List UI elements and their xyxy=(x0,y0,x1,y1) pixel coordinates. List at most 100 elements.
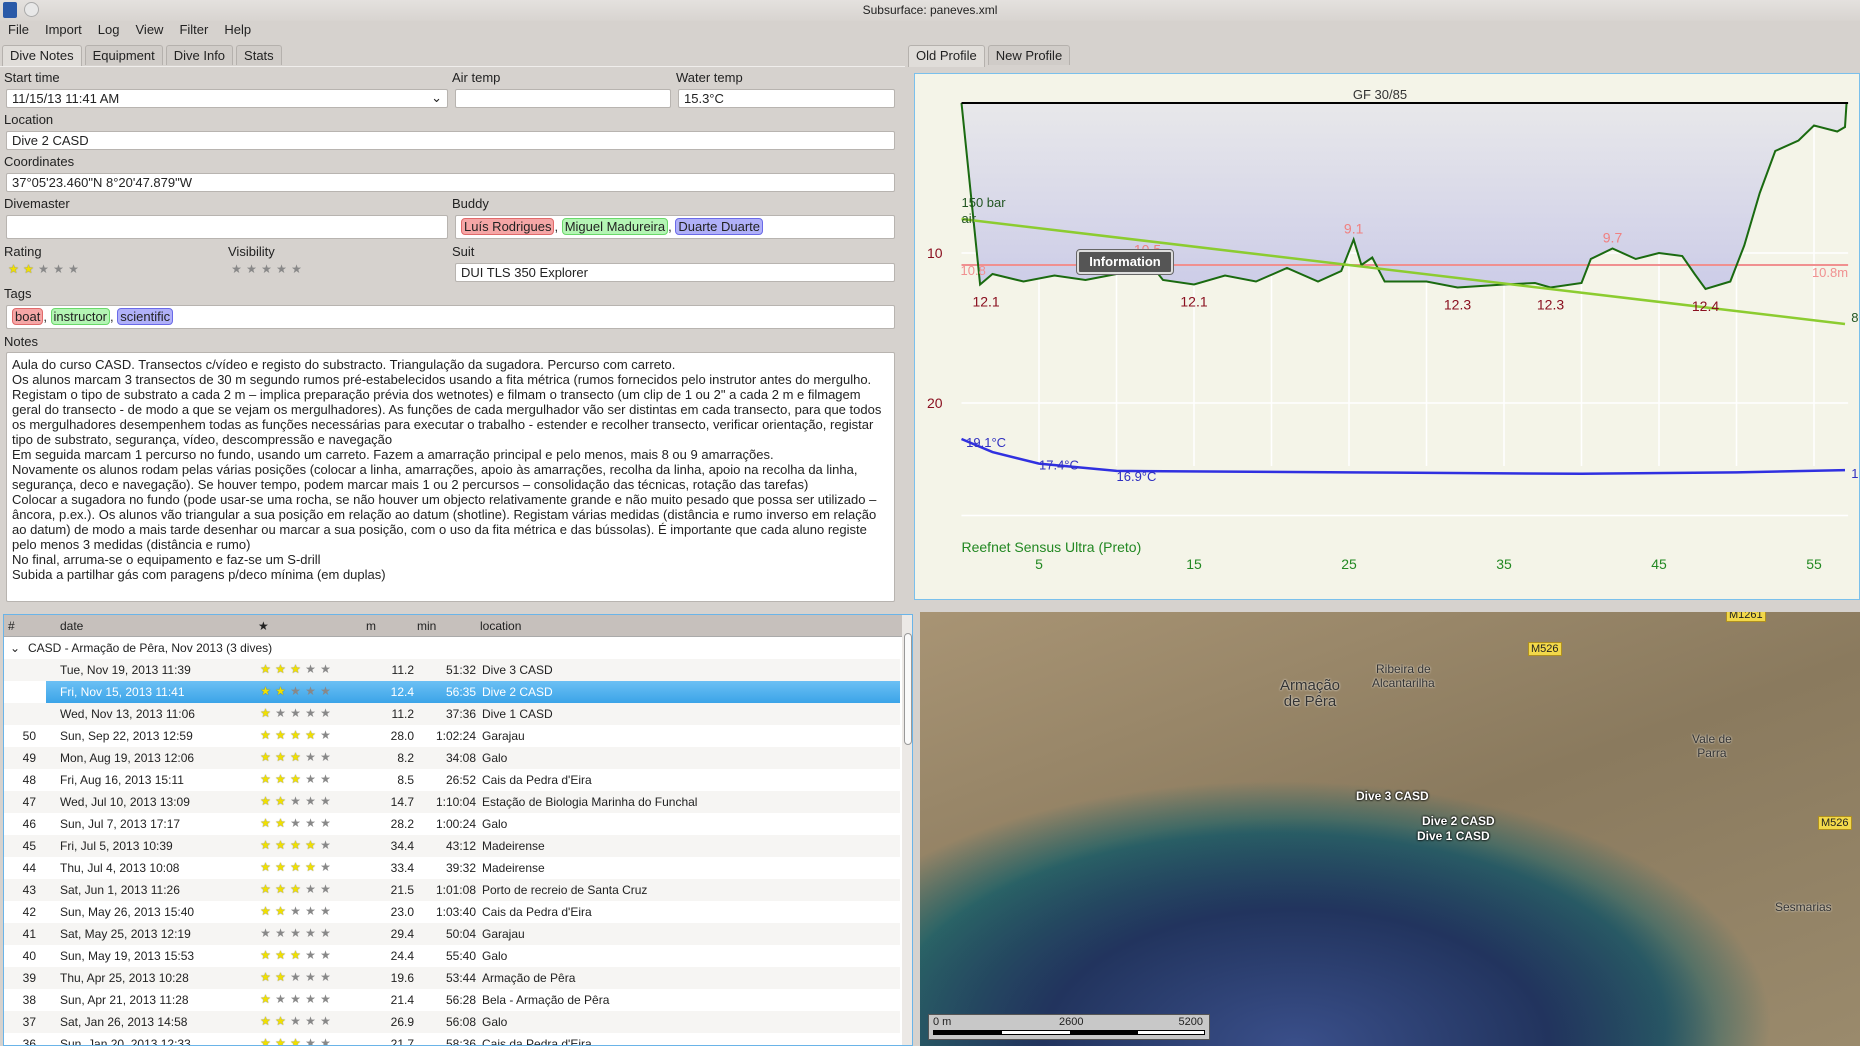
rating-stars[interactable]: ★ ★ ★ ★ ★ xyxy=(258,1014,333,1029)
trip-row[interactable]: ⌄ CASD - Armação de Pêra, Nov 2013 (3 di… xyxy=(4,637,900,659)
tab-dive-info[interactable]: Dive Info xyxy=(165,45,234,65)
dive-row[interactable]: 47 Wed, Jul 10, 2013 13:09 14.7 1:10:04 Esta… xyxy=(4,791,900,813)
visibility-stars[interactable]: ★ ★ ★ ★ ★ xyxy=(229,262,304,277)
water-temp-field[interactable]: 15.3°C xyxy=(678,89,895,108)
star-icon: ★ xyxy=(275,1014,286,1028)
dive-row[interactable]: Tue, Nov 19, 2013 11:39 11.2 51:32 Dive 3 C… xyxy=(4,659,900,681)
star-icon[interactable]: ★ xyxy=(261,262,272,276)
rating-stars[interactable]: ★ ★ ★ ★ ★ xyxy=(258,728,333,743)
coordinates-label: Coordinates xyxy=(4,154,75,169)
menu-log[interactable]: Log xyxy=(97,22,120,37)
dive-row[interactable]: 39 Thu, Apr 25, 2013 10:28 19.6 53:44 Armaçã… xyxy=(4,967,900,989)
rating-stars[interactable]: ★ ★ ★ ★ ★ xyxy=(258,772,333,787)
dive-row[interactable]: 49 Mon, Aug 19, 2013 12:06 8.2 34:08 Galo ★ ★ ★… xyxy=(4,747,900,769)
tab-equipment[interactable]: Equipment xyxy=(84,45,163,65)
star-icon[interactable]: ★ xyxy=(53,262,64,276)
rating-stars[interactable]: ★ ★ ★ ★ ★ xyxy=(258,706,333,721)
depth-area xyxy=(961,103,1847,289)
scrollbar-thumb[interactable] xyxy=(904,633,912,745)
air-temp-field[interactable] xyxy=(455,89,671,108)
rating-stars[interactable]: ★ ★ ★ ★ ★ xyxy=(258,794,333,809)
menu-help[interactable]: Help xyxy=(224,22,252,37)
dive-row[interactable]: 43 Sat, Jun 1, 2013 11:26 21.5 1:01:08 Porto… xyxy=(4,879,900,901)
rating-stars[interactable]: ★ ★ ★ ★ ★ xyxy=(258,904,333,919)
rating-stars[interactable]: ★ ★ ★ ★ ★ xyxy=(258,838,333,853)
dive-row[interactable]: Wed, Nov 13, 2013 11:06 11.2 37:36 Dive 1 C… xyxy=(4,703,900,725)
coordinates-field[interactable]: 37°05'23.460"N 8°20'47.879"W xyxy=(6,173,895,192)
column-date[interactable]: date xyxy=(60,619,84,633)
rating-stars[interactable]: ★ ★ ★ ★ ★ xyxy=(258,948,333,963)
star-icon[interactable]: ★ xyxy=(231,262,242,276)
star-icon[interactable]: ★ xyxy=(276,262,287,276)
dive-row[interactable]: 41 Sat, May 25, 2013 12:19 29.4 50:04 Garaja… xyxy=(4,923,900,945)
chevron-down-icon[interactable]: ⌄ xyxy=(431,90,442,105)
dive-duration: 43:12 xyxy=(445,839,476,853)
dive-row[interactable]: 42 Sun, May 26, 2013 15:40 23.0 1:03:40 Cais… xyxy=(4,901,900,923)
divemaster-field[interactable] xyxy=(6,215,448,239)
rating-stars[interactable]: ★ ★ ★ ★ ★ xyxy=(6,262,81,277)
menu-import[interactable]: Import xyxy=(44,22,82,37)
tab-stats[interactable]: Stats xyxy=(236,45,282,65)
star-icon: ★ xyxy=(275,860,286,874)
rating-stars[interactable]: ★ ★ ★ ★ ★ xyxy=(258,926,333,941)
buddy-field[interactable]: Luís Rodrigues, Miguel Madureira, Duarte… xyxy=(455,215,895,239)
column-duration[interactable]: min xyxy=(417,619,437,633)
star-icon[interactable]: ★ xyxy=(246,262,257,276)
dive-row[interactable]: 50 Sun, Sep 22, 2013 12:59 28.0 1:02:24 Gara… xyxy=(4,725,900,747)
dive-row[interactable]: 46 Sun, Jul 7, 2013 17:17 28.2 1:00:24 Galo ★… xyxy=(4,813,900,835)
notes-textarea[interactable]: Aula do curso CASD. Transectos c/vídeo e… xyxy=(6,352,895,602)
star-icon: ★ xyxy=(260,816,271,830)
column-location[interactable]: location xyxy=(480,619,522,633)
tab-old-profile[interactable]: Old Profile xyxy=(908,45,985,67)
dive-row[interactable]: 38 Sun, Apr 21, 2013 11:28 21.4 56:28 Bela -… xyxy=(4,989,900,1011)
rating-stars[interactable]: ★ ★ ★ ★ ★ xyxy=(258,882,333,897)
divider xyxy=(0,66,905,67)
dive-date: Thu, Apr 25, 2013 10:28 xyxy=(60,971,189,985)
dive-row[interactable]: 45 Fri, Jul 5, 2013 10:39 34.4 43:12 Madeire… xyxy=(4,835,900,857)
menu-filter[interactable]: Filter xyxy=(179,22,209,37)
location-field[interactable]: Dive 2 CASD xyxy=(6,131,895,150)
vertical-scrollbar[interactable] xyxy=(902,615,912,1045)
star-icon[interactable]: ★ xyxy=(8,262,19,276)
dive-row[interactable]: 40 Sun, May 19, 2013 15:53 24.4 55:40 Galo ★ ★… xyxy=(4,945,900,967)
star-icon[interactable]: ★ xyxy=(38,262,49,276)
star-icon[interactable]: ★ xyxy=(291,262,302,276)
window-menu-button[interactable] xyxy=(24,2,39,17)
rating-stars[interactable]: ★ ★ ★ ★ ★ xyxy=(258,860,333,875)
suit-field[interactable]: DUI TLS 350 Explorer xyxy=(455,263,895,282)
column-number[interactable]: # xyxy=(8,619,15,633)
dive-row[interactable]: 36 Sun, Jan 20, 2013 12:33 21.7 58:36 Cais d… xyxy=(4,1033,900,1045)
information-button[interactable]: Information xyxy=(1076,249,1174,275)
rating-stars[interactable]: ★ ★ ★ ★ ★ xyxy=(258,662,333,677)
column-rating[interactable]: ★ xyxy=(258,619,269,633)
ceiling-label: 10.8 xyxy=(961,263,986,278)
dive-site-label[interactable]: Dive 3 CASD xyxy=(1356,789,1429,803)
star-icon[interactable]: ★ xyxy=(68,262,79,276)
rating-stars[interactable]: ★ ★ ★ ★ ★ xyxy=(258,992,333,1007)
tab-new-profile[interactable]: New Profile xyxy=(987,45,1071,65)
dive-site-label[interactable]: Dive 2 CASD xyxy=(1422,814,1495,828)
menu-view[interactable]: View xyxy=(135,22,164,37)
map[interactable]: Armação de Pêra Ribeira de Alcantarilha … xyxy=(920,612,1860,1046)
star-icon: ★ xyxy=(320,794,331,808)
rating-stars[interactable]: ★ ★ ★ ★ ★ xyxy=(258,750,333,765)
menu-file[interactable]: File xyxy=(8,22,29,37)
tags-field[interactable]: boat, instructor, scientific xyxy=(6,305,895,329)
dive-row[interactable]: 48 Fri, Aug 16, 2013 15:11 8.5 26:52 Cais da… xyxy=(4,769,900,791)
start-time-field[interactable]: 11/15/13 11:41 AM ⌄ xyxy=(6,89,448,108)
dive-row[interactable]: 44 Thu, Jul 4, 2013 10:08 33.4 39:32 Madeire… xyxy=(4,857,900,879)
rating-stars[interactable]: ★ ★ ★ ★ ★ xyxy=(258,970,333,985)
star-icon: ★ xyxy=(275,992,286,1006)
dive-depth: 23.0 xyxy=(390,905,414,919)
rating-stars[interactable]: ★ ★ ★ ★ ★ xyxy=(258,684,333,699)
rating-stars[interactable]: ★ ★ ★ ★ ★ xyxy=(258,1036,333,1045)
dive-site-label[interactable]: Dive 1 CASD xyxy=(1417,829,1490,843)
column-depth[interactable]: m xyxy=(366,619,376,633)
star-icon[interactable]: ★ xyxy=(23,262,34,276)
collapse-icon[interactable]: ⌄ xyxy=(10,641,21,655)
dive-row[interactable]: Fri, Nov 15, 2013 11:41 12.4 56:35 Dive 2 C… xyxy=(46,681,900,703)
tab-dive-notes[interactable]: Dive Notes xyxy=(2,45,82,67)
dive-row[interactable]: 37 Sat, Jan 26, 2013 14:58 26.9 56:08 Galo ★ ★… xyxy=(4,1011,900,1033)
notes-label: Notes xyxy=(4,334,38,349)
rating-stars[interactable]: ★ ★ ★ ★ ★ xyxy=(258,816,333,831)
